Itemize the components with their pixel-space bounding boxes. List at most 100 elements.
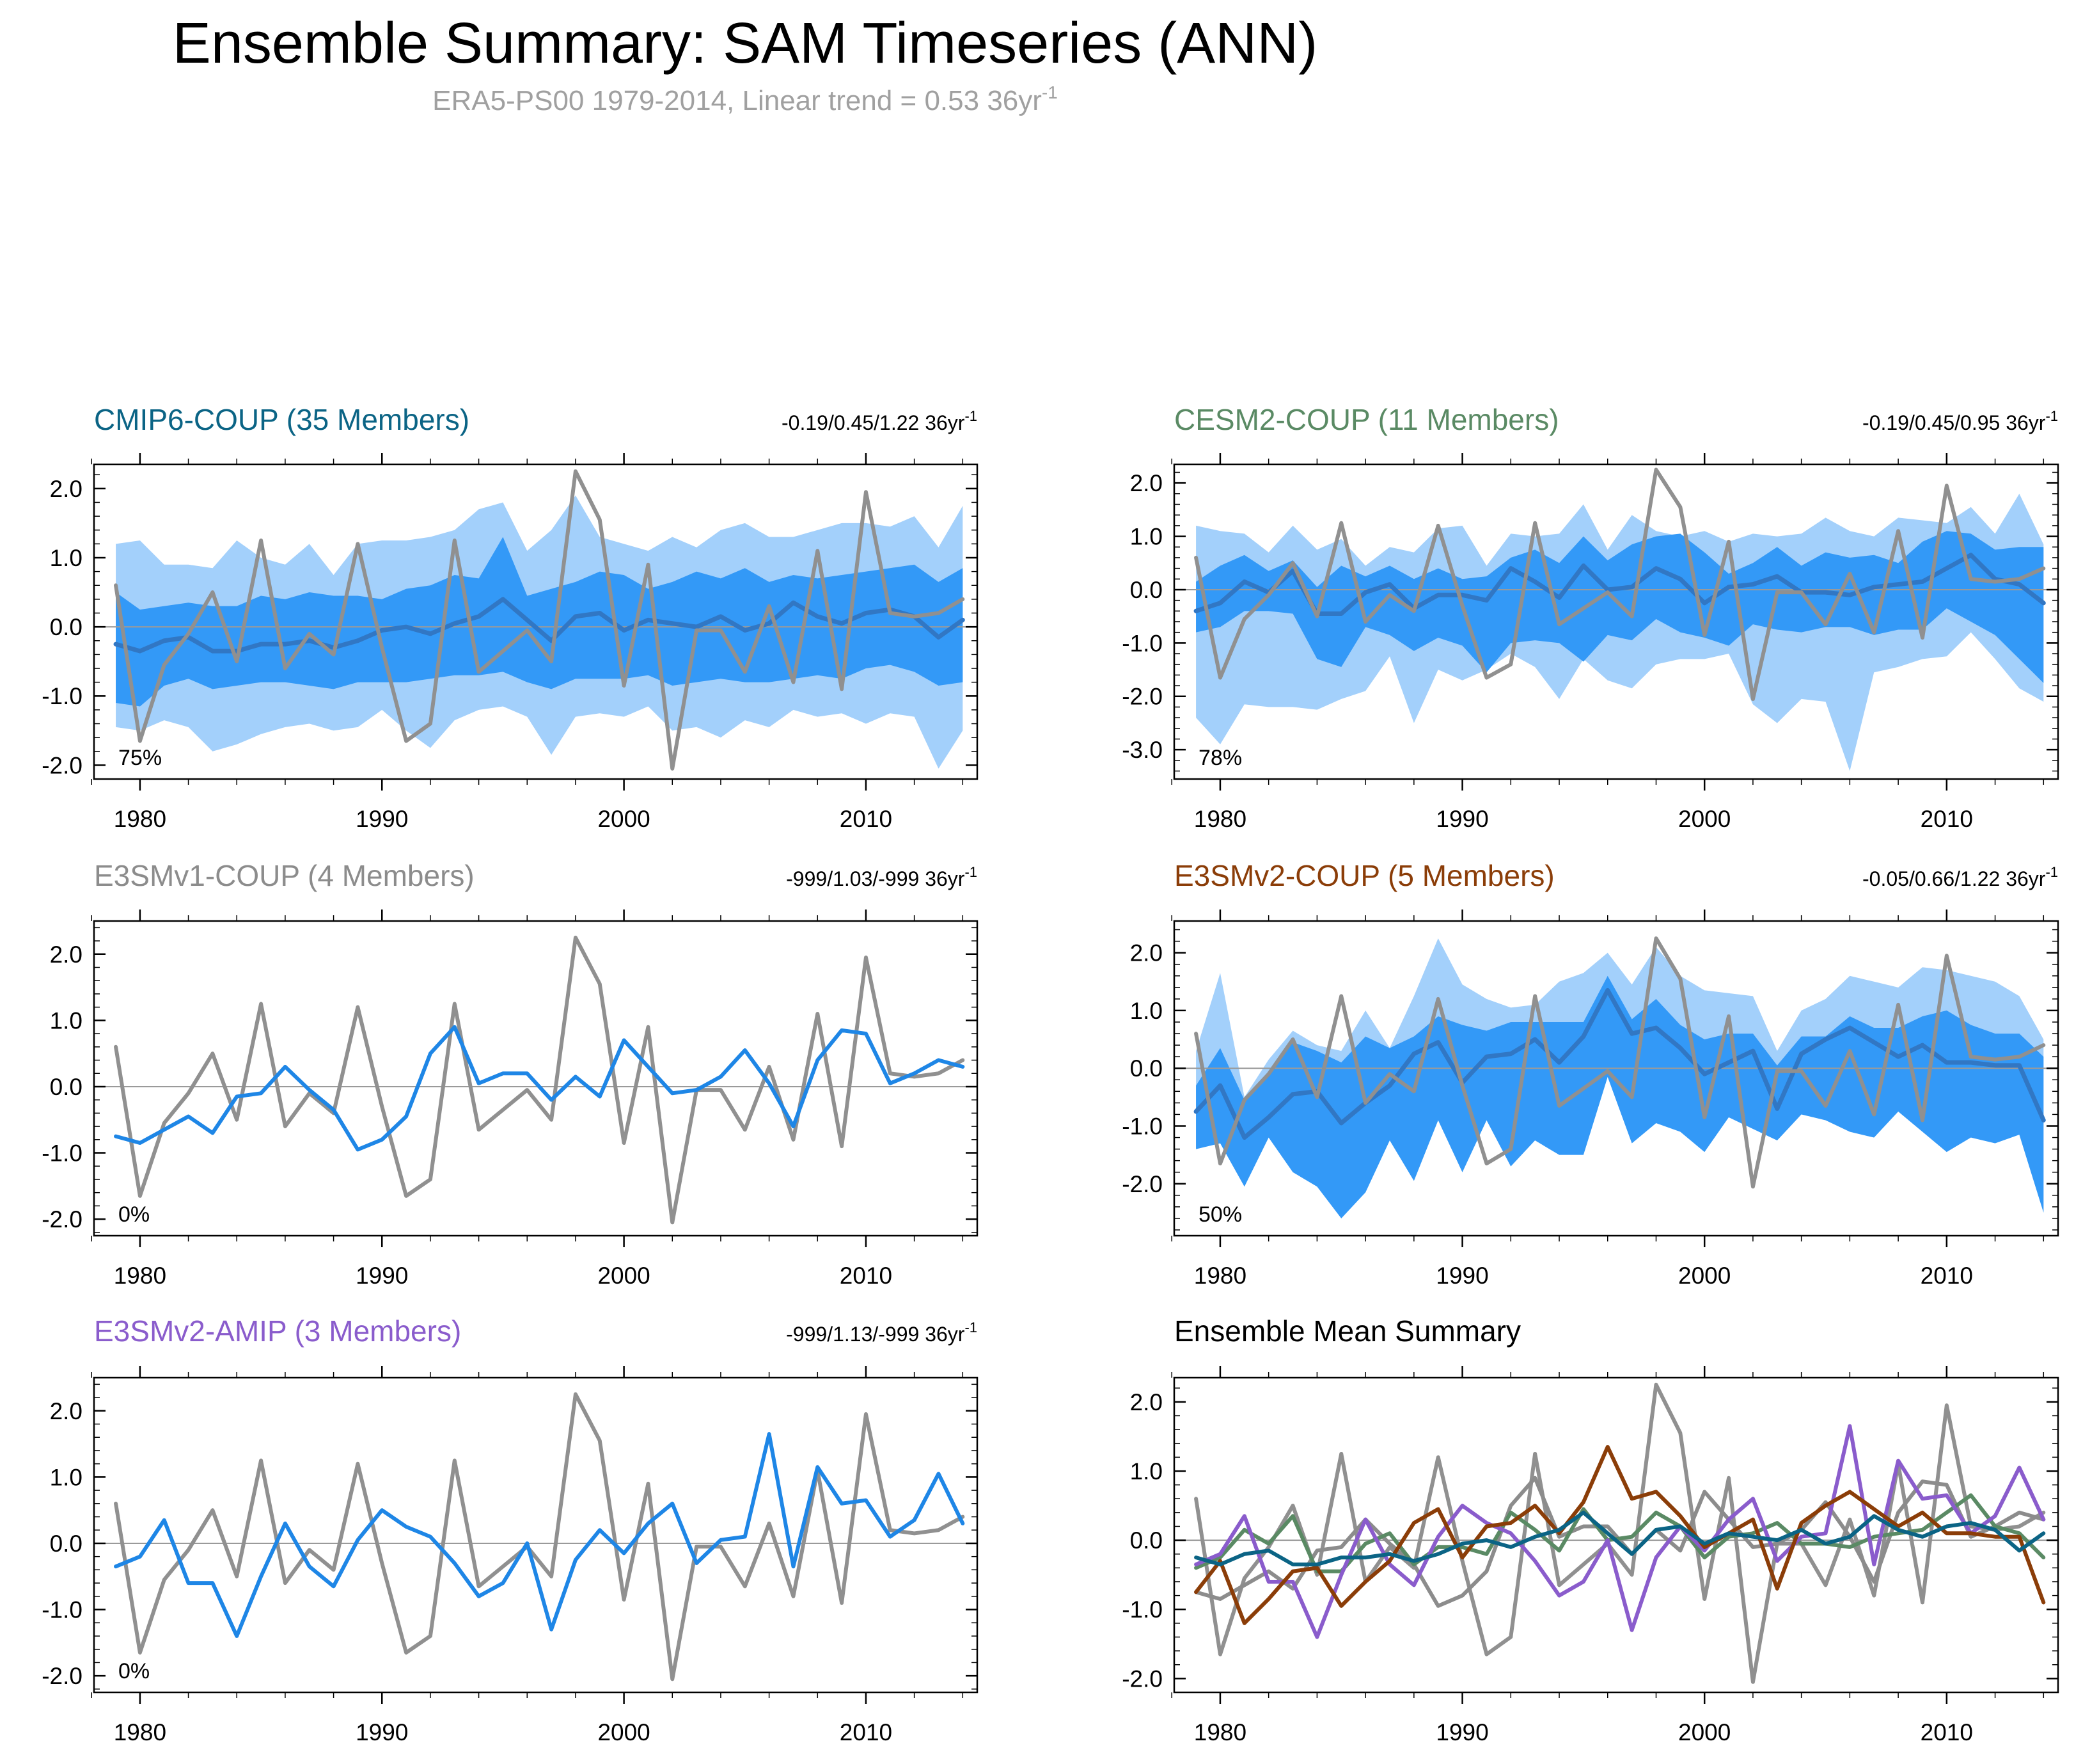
y-tick-label: -1.0 — [1122, 1113, 1163, 1139]
y-tick-label: -1.0 — [1122, 630, 1163, 656]
x-tick-label: 2000 — [597, 1263, 650, 1289]
y-tick-label: -3.0 — [1122, 737, 1163, 763]
y-tick-label: 2.0 — [50, 941, 83, 968]
ensemble-member-line — [114, 1025, 965, 1152]
x-tick-label: 1980 — [1194, 1263, 1246, 1289]
x-tick-label: 1990 — [356, 1263, 408, 1289]
y-tick-label: 0.0 — [1130, 1055, 1163, 1082]
observation-line — [1194, 468, 2046, 701]
plot-frame — [1173, 920, 2059, 1237]
panel-e3smv1: E3SMv1-COUP (4 Members) -999/1.03/-999 36… — [42, 859, 979, 1289]
plot-frame — [93, 463, 979, 780]
x-tick-label: 2010 — [1921, 806, 1973, 832]
y-tick-label: 2.0 — [50, 476, 83, 502]
panel-title: E3SMv2-AMIP (3 Members) — [94, 1314, 461, 1348]
panel-e3smv2coup: E3SMv2-COUP (5 Members) -0.05/0.66/1.22 3… — [1122, 859, 2059, 1289]
x-tick-label: 2000 — [1678, 1263, 1731, 1289]
figure-subtitle: ERA5-PS00 1979-2014, Linear trend = 0.53… — [432, 83, 1058, 116]
x-tick-label: 2010 — [1921, 1263, 1973, 1289]
trend-text: -999/1.13/-999 36yr — [786, 1323, 965, 1346]
y-tick-label: -2.0 — [42, 1663, 83, 1689]
x-tick-label: 1980 — [114, 1263, 166, 1289]
y-tick-label: -2.0 — [1122, 1666, 1163, 1692]
x-tick-label: 2010 — [840, 1719, 892, 1745]
percent-label: 0% — [118, 1659, 150, 1683]
observation-line — [114, 1392, 965, 1681]
trend-label: -999/1.13/-999 36yr-1 — [786, 1319, 977, 1346]
trend-text: -999/1.03/-999 36yr — [786, 867, 965, 890]
y-tick-label: 1.0 — [50, 1464, 83, 1490]
observation-line — [114, 469, 965, 771]
panel-title: Ensemble Mean Summary — [1174, 1314, 1521, 1348]
trend-superscript: -1 — [2045, 408, 2058, 424]
figure-title: Ensemble Summary: SAM Timeseries (ANN) — [173, 12, 1317, 75]
trend-superscript: -1 — [964, 864, 977, 880]
trend-text: -0.19/0.45/1.22 36yr — [782, 411, 965, 434]
x-tick-label: 2010 — [840, 1263, 892, 1289]
y-tick-label: -1.0 — [42, 1140, 83, 1167]
ensemble-mean-line — [113, 597, 965, 654]
plot-area — [1174, 468, 2058, 771]
trend-superscript: -1 — [2045, 864, 2058, 880]
x-tick-label: 1980 — [114, 806, 166, 832]
x-tick-label: 2000 — [1678, 806, 1731, 832]
panel-title: CESM2-COUP (11 Members) — [1174, 403, 1559, 436]
x-tick-label: 1990 — [1436, 806, 1488, 832]
trend-text: -0.19/0.45/0.95 36yr — [1862, 411, 2046, 434]
trend-superscript: -1 — [964, 1319, 977, 1335]
percent-label: 50% — [1199, 1202, 1242, 1227]
trend-label: -0.05/0.66/1.22 36yr-1 — [1862, 864, 2058, 890]
x-tick-label: 1980 — [1194, 1719, 1246, 1745]
y-tick-label: -2.0 — [1122, 684, 1163, 710]
x-tick-label: 2000 — [597, 806, 650, 832]
y-tick-label: 1.0 — [1130, 998, 1163, 1024]
panel-title: E3SMv1-COUP (4 Members) — [94, 859, 475, 892]
series-line-e3smv2-amip — [1194, 1424, 2046, 1639]
x-tick-label: 2010 — [1921, 1719, 1973, 1745]
trend-superscript: -1 — [964, 408, 977, 424]
series-line-e3smv2-coup — [1194, 1445, 2046, 1625]
y-tick-label: -2.0 — [1122, 1171, 1163, 1197]
y-tick-label: 0.0 — [50, 1074, 83, 1100]
y-tick-label: 2.0 — [1130, 1389, 1163, 1415]
y-tick-label: 1.0 — [1130, 1458, 1163, 1484]
subtitle-superscript: -1 — [1042, 83, 1058, 102]
trend-text: -0.05/0.66/1.22 36yr — [1862, 867, 2046, 890]
ensemble-mean-line — [1193, 988, 2046, 1140]
panel-cmip6: CMIP6-COUP (35 Members) -0.19/0.45/1.22 3… — [42, 403, 979, 832]
percent-label: 78% — [1199, 746, 1242, 770]
plot-frame — [1173, 1376, 2059, 1694]
panel-e3smv2amip: E3SMv2-AMIP (3 Members) -999/1.13/-999 36… — [42, 1314, 979, 1745]
panel-cesm2: CESM2-COUP (11 Members) -0.19/0.45/0.95 3… — [1122, 403, 2059, 832]
x-tick-label: 1990 — [356, 806, 408, 832]
y-tick-label: -2.0 — [42, 752, 83, 778]
plot-area — [94, 469, 977, 771]
trend-label: -0.19/0.45/0.95 36yr-1 — [1862, 408, 2058, 434]
y-tick-label: 1.0 — [1130, 524, 1163, 550]
series-line-cmip6-coup — [1194, 1510, 2046, 1566]
plot-frame — [93, 1376, 979, 1694]
y-tick-label: -1.0 — [42, 1597, 83, 1623]
x-tick-label: 2010 — [840, 806, 892, 832]
plot-area — [94, 1392, 977, 1681]
y-tick-label: -2.0 — [42, 1206, 83, 1232]
x-tick-label: 1980 — [114, 1719, 166, 1745]
panel-title: E3SMv2-COUP (5 Members) — [1174, 859, 1555, 892]
panel-summary: Ensemble Mean Summary 2.0 1.0 0.0 -1.0 -2.0 19… — [1122, 1314, 2059, 1745]
plot-area — [94, 935, 977, 1225]
x-tick-label: 1980 — [1194, 806, 1246, 832]
y-tick-label: 2.0 — [1130, 940, 1163, 966]
x-tick-label: 2000 — [1678, 1719, 1731, 1745]
plot-frame — [93, 920, 979, 1237]
y-tick-label: 0.0 — [1130, 1527, 1163, 1554]
observation-line — [114, 935, 965, 1225]
subtitle-text: ERA5-PS00 1979-2014, Linear trend = 0.53… — [432, 85, 1042, 116]
x-tick-label: 2000 — [597, 1719, 650, 1745]
panels: CMIP6-COUP (35 Members) -0.19/0.45/1.22 3… — [42, 403, 2059, 1745]
x-tick-label: 1990 — [356, 1719, 408, 1745]
y-tick-label: -1.0 — [42, 683, 83, 709]
panel-title: CMIP6-COUP (35 Members) — [94, 403, 469, 436]
trend-label: -999/1.03/-999 36yr-1 — [786, 864, 977, 890]
ensemble-mean-line — [1193, 553, 2046, 616]
